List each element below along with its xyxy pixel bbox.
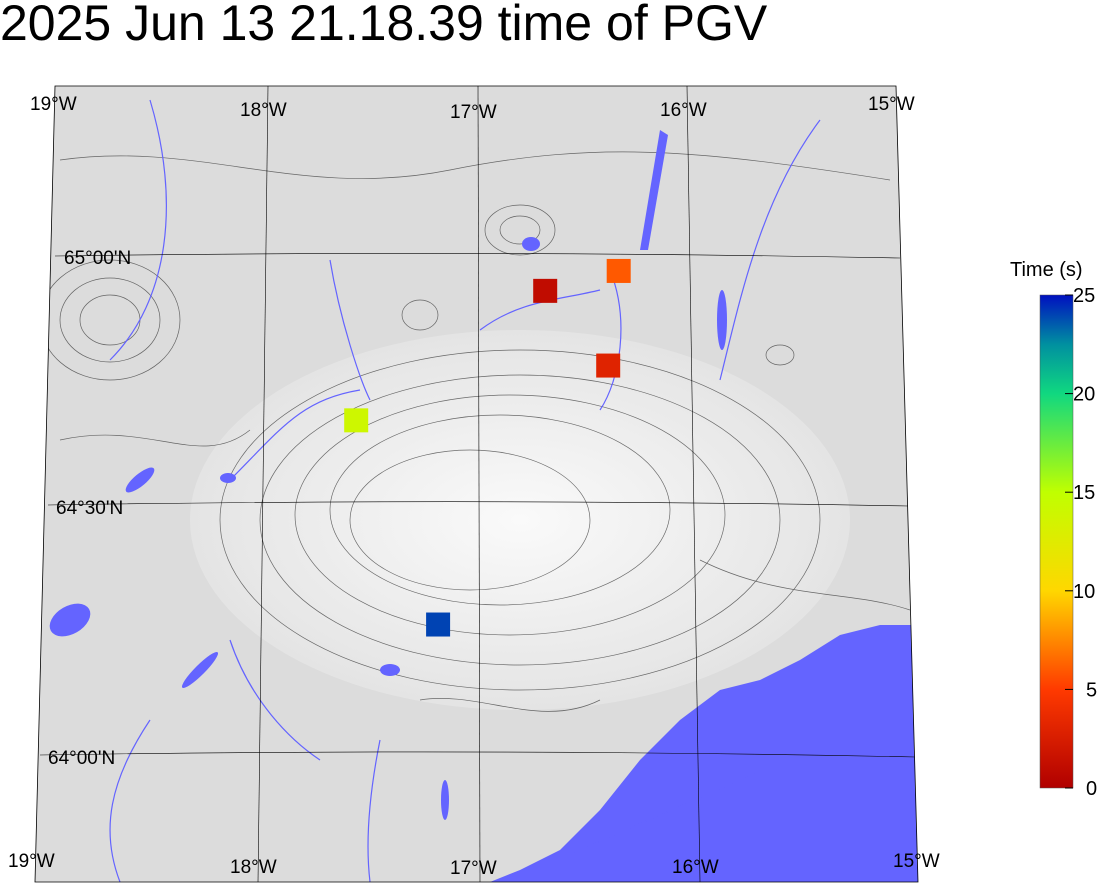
station-marker: [533, 278, 558, 303]
lon-label: 16°W: [660, 100, 707, 121]
lon-labels-bottom: 19°W 18°W 17°W 16°W 15°W: [8, 851, 940, 879]
colorbar-ramp: [1039, 294, 1074, 789]
lon-label: 19°W: [30, 94, 77, 115]
lat-label: 65°00'N: [64, 248, 131, 269]
lon-label: 15°W: [868, 94, 915, 115]
lat-labels: 65°00'N 64°30'N 64°00'N: [48, 248, 131, 769]
lon-label: 17°W: [450, 102, 497, 123]
rivers: [109, 99, 821, 882]
colorbar-tick-label: 20: [1073, 384, 1095, 406]
lon-label: 15°W: [893, 851, 940, 872]
lon-labels-top: 19°W 18°W 17°W 16°W 15°W: [30, 94, 915, 123]
map-frame: [34, 85, 919, 883]
stations: [344, 258, 631, 637]
lakes: [49, 130, 727, 820]
glacier: [190, 330, 850, 710]
colorbar-tick-label: 15: [1073, 482, 1095, 504]
lon-label: 18°W: [240, 100, 287, 121]
graticule: [39, 86, 916, 882]
lon-label: 16°W: [672, 857, 719, 878]
lat-label: 64°00'N: [48, 748, 115, 769]
contours: [39, 151, 911, 712]
colorbar-tick-label: 25: [1073, 285, 1095, 307]
colorbar-label: Time (s): [1010, 259, 1083, 281]
colorbar-tick-label: 5: [1086, 679, 1097, 701]
station-marker: [596, 353, 621, 378]
colorbar-tick-label: 10: [1073, 581, 1095, 603]
lon-label: 17°W: [450, 858, 497, 879]
lat-label: 64°30'N: [56, 498, 123, 519]
station-marker: [606, 258, 631, 283]
map-title: 2025 Jun 13 21.18.39 time of PGV: [0, 0, 768, 51]
station-marker: [344, 408, 369, 433]
station-marker: [426, 612, 451, 637]
colorbar: Time (s) 0 5 10 15 20 25: [1010, 259, 1097, 800]
lon-label: 18°W: [230, 857, 277, 878]
lon-label: 19°W: [8, 851, 55, 872]
colorbar-tick-label: 0: [1086, 778, 1097, 800]
